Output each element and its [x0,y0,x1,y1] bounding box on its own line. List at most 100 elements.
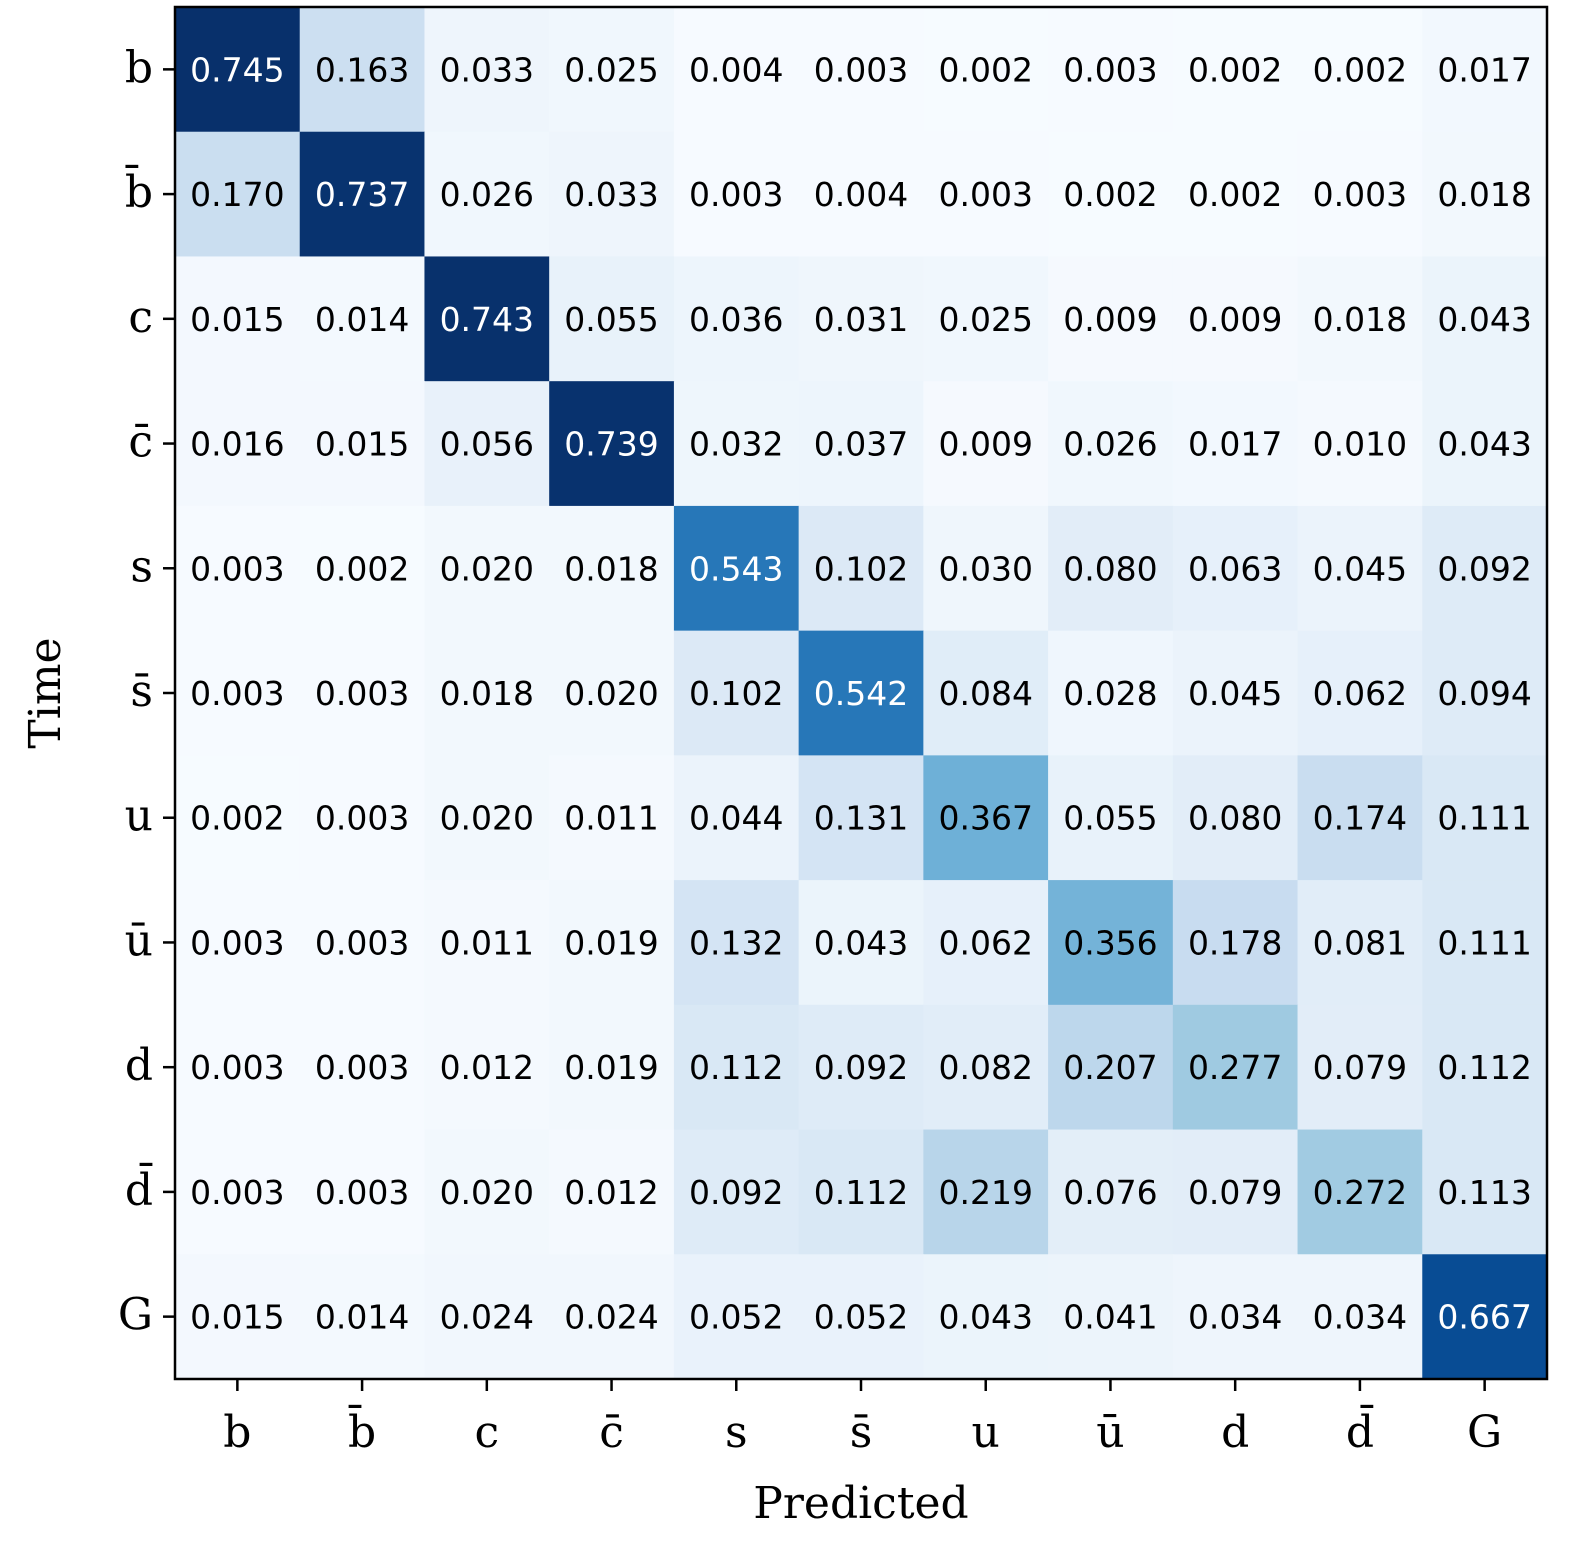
heatmap-cell-3-6 [923,381,1049,507]
heatmap-cell-1-7 [1048,131,1174,257]
heatmap-cell-6-10 [1422,755,1548,881]
heatmap-cell-4-4 [673,505,800,632]
heatmap-cell-2-10 [1422,256,1548,382]
heatmap-cell-4-8 [1172,505,1299,632]
cell-value-8-9: 0.079 [1313,1048,1407,1087]
y-axis-title: Time [20,637,71,748]
cell-value-6-0: 0.002 [190,799,284,838]
cell-value-10-10: 0.667 [1437,1298,1531,1337]
cell-value-2-4: 0.036 [689,300,783,339]
heatmap-cell-10-10 [1422,1254,1548,1380]
cell-value-1-3: 0.033 [564,175,658,214]
x-axis-title: Predicted [753,1478,968,1529]
heatmap-cell-9-2 [424,1129,550,1255]
cell-value-4-9: 0.045 [1313,549,1407,588]
heatmap-cell-7-7 [1048,880,1174,1006]
cell-value-2-1: 0.014 [315,300,409,339]
heatmap-cell-6-9 [1297,755,1423,881]
cell-value-1-0: 0.170 [190,175,284,214]
heatmap-cell-9-4 [673,1129,800,1255]
cell-value-10-3: 0.024 [564,1298,658,1337]
heatmap-cell-3-0 [175,381,301,507]
cell-value-6-9: 0.174 [1313,799,1407,838]
x-tick-label-10: G [1467,1407,1502,1458]
y-tick-label-5: s̄ [130,666,153,717]
heatmap-cell-7-0 [175,880,301,1006]
heatmap-cell-8-8 [1172,1004,1299,1131]
cell-value-8-2: 0.012 [440,1048,534,1087]
cell-value-0-0: 0.745 [190,50,284,89]
cell-value-5-0: 0.003 [190,674,284,713]
cell-value-0-4: 0.004 [689,50,783,89]
cell-value-4-8: 0.063 [1188,549,1282,588]
heatmap-cell-6-0 [175,755,301,881]
heatmap-cell-4-10 [1422,505,1548,632]
cell-value-1-8: 0.002 [1188,175,1282,214]
heatmap-cell-1-9 [1297,131,1423,257]
cell-value-7-1: 0.003 [315,923,409,962]
heatmap-cell-9-7 [1048,1129,1174,1255]
heatmap-cell-5-2 [424,630,550,756]
heatmap-cell-9-10 [1422,1129,1548,1255]
heatmap-cell-3-3 [549,381,675,507]
cell-value-6-4: 0.044 [689,799,783,838]
heatmap-cell-4-9 [1297,505,1423,632]
heatmap-cell-5-4 [673,630,800,756]
cell-value-3-4: 0.032 [689,425,783,464]
heatmap-cell-4-3 [549,505,675,632]
heatmap-cell-1-8 [1172,131,1299,257]
heatmap-cell-8-5 [798,1004,924,1131]
cell-value-3-3: 0.739 [564,425,658,464]
cell-value-7-0: 0.003 [190,923,284,962]
cell-value-4-3: 0.018 [564,549,658,588]
cell-value-6-10: 0.111 [1437,799,1531,838]
heatmap-cell-9-5 [798,1129,924,1255]
cell-value-6-3: 0.011 [564,799,658,838]
cell-value-2-9: 0.018 [1313,300,1407,339]
cell-value-3-2: 0.056 [440,425,534,464]
cell-value-0-1: 0.163 [315,50,409,89]
heatmap-cell-7-1 [299,880,425,1006]
cell-value-2-2: 0.743 [440,300,534,339]
cell-value-4-0: 0.003 [190,549,284,588]
cell-value-1-1: 0.737 [315,175,409,214]
cell-value-3-10: 0.043 [1437,425,1531,464]
cell-value-8-1: 0.003 [315,1048,409,1087]
heatmap-cell-6-7 [1048,755,1174,881]
cell-value-2-5: 0.031 [814,300,908,339]
heatmap-cell-10-3 [549,1254,675,1380]
cell-value-3-7: 0.026 [1063,425,1157,464]
cell-value-5-8: 0.045 [1188,674,1282,713]
x-tick-label-2: c [474,1407,499,1458]
cell-value-5-4: 0.102 [689,674,783,713]
cell-value-0-9: 0.002 [1313,50,1407,89]
cell-value-1-10: 0.018 [1437,175,1531,214]
cell-value-10-9: 0.034 [1313,1298,1407,1337]
cell-value-10-5: 0.052 [814,1298,908,1337]
cell-value-8-7: 0.207 [1063,1048,1157,1087]
heatmap-cell-8-7 [1048,1004,1174,1131]
heatmap-cell-4-6 [923,505,1049,632]
cell-value-7-5: 0.043 [814,923,908,962]
cell-value-5-5: 0.542 [814,674,908,713]
heatmap-cell-3-9 [1297,381,1423,507]
cell-value-0-10: 0.017 [1437,50,1531,89]
heatmap-cell-1-3 [549,131,675,257]
heatmap-cell-10-6 [923,1254,1049,1380]
cell-value-9-5: 0.112 [814,1173,908,1212]
cell-value-0-7: 0.003 [1063,50,1157,89]
heatmap-cell-8-3 [549,1004,675,1131]
heatmap-cell-5-0 [175,630,301,756]
heatmap-cell-7-8 [1172,880,1299,1006]
cell-value-8-6: 0.082 [938,1048,1032,1087]
heatmap-cell-1-10 [1422,131,1548,257]
cell-value-7-6: 0.062 [938,923,1032,962]
cell-value-10-1: 0.014 [315,1298,409,1337]
heatmap-cell-2-6 [923,256,1049,382]
cell-value-4-2: 0.020 [440,549,534,588]
heatmap-cell-10-0 [175,1254,301,1380]
heatmap-cell-8-6 [923,1004,1049,1131]
cell-value-5-9: 0.062 [1313,674,1407,713]
heatmap-cell-5-7 [1048,630,1174,756]
heatmap-cell-10-7 [1048,1254,1174,1380]
